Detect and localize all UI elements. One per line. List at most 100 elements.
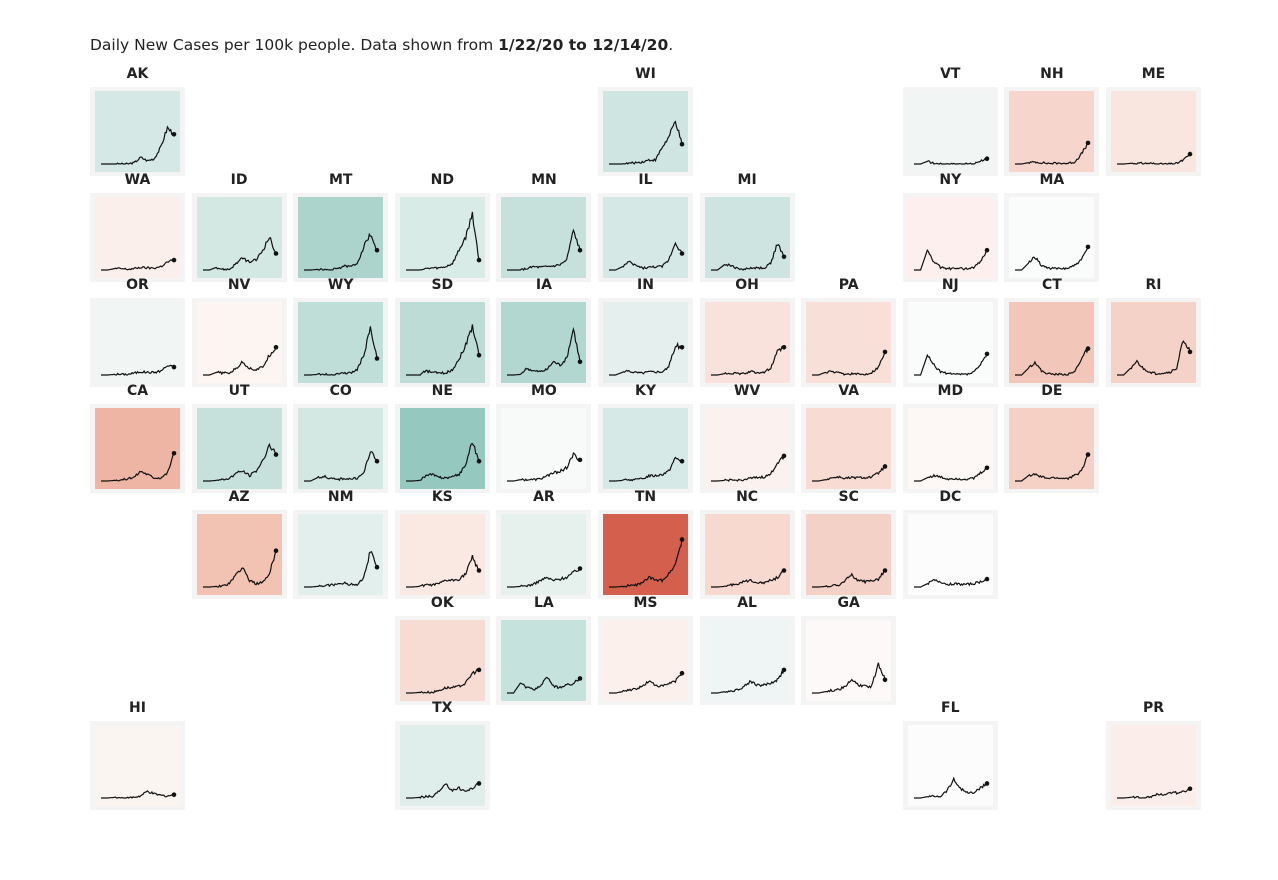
state-label: OK [430, 594, 454, 611]
state-label: MA [1039, 171, 1065, 188]
state-label: MI [737, 171, 757, 188]
case-line [405, 211, 480, 271]
case-line [913, 578, 987, 588]
state-sparkline-panel [90, 404, 185, 494]
case-line [507, 327, 581, 376]
state-sparkline-panel [293, 298, 389, 388]
state-sparkline-panel [1004, 87, 1100, 176]
state-label: DC [939, 488, 962, 505]
latest-point-marker [1086, 452, 1091, 457]
state-tile-in: IN [598, 277, 693, 388]
state-label: KS [431, 488, 453, 505]
latest-point-marker [273, 548, 278, 553]
state-sparkline-panel [1106, 87, 1201, 176]
state-tile-wa: WA [90, 172, 185, 282]
latest-point-marker [781, 345, 786, 350]
state-tile-pr: PR [1106, 700, 1201, 811]
state-label: NY [939, 171, 962, 188]
latest-point-marker [679, 670, 685, 675]
state-tile-ny: NY [902, 172, 998, 282]
state-sparkline-panel [1004, 298, 1100, 388]
case-line [405, 783, 479, 800]
state-tile-ri: RI [1106, 277, 1201, 388]
state-sparkline-panel [293, 509, 389, 599]
case-line [812, 662, 886, 694]
case-line [101, 259, 175, 271]
state-tile-pa: PA [801, 277, 897, 388]
latest-point-marker [984, 781, 990, 786]
state-sparkline-panel [902, 509, 998, 599]
state-sparkline-panel [902, 721, 998, 811]
case-line [101, 365, 175, 377]
state-label: HI [129, 700, 146, 717]
latest-point-marker [984, 465, 990, 471]
state-tile-or: OR [90, 277, 185, 388]
state-color-fill [1111, 302, 1196, 384]
state-tile-dc: DC [902, 489, 998, 599]
state-sparkline-panel [191, 192, 287, 282]
state-label: NC [736, 488, 759, 505]
state-label: ME [1141, 66, 1166, 82]
state-sparkline-panel [598, 298, 693, 388]
state-tile-va: VA [801, 383, 897, 494]
state-tile-wy: WY [293, 277, 389, 388]
latest-point-marker [171, 257, 177, 263]
latest-point-marker [578, 247, 583, 253]
state-color-fill [298, 196, 384, 278]
state-label: GA [837, 594, 860, 611]
state-sparkline-panel [496, 615, 592, 705]
state-sparkline-panel [902, 404, 998, 494]
state-label: WA [124, 171, 151, 188]
state-color-fill [501, 302, 587, 384]
state-sparkline-panel [598, 615, 693, 705]
state-label: ID [230, 171, 248, 188]
state-sparkline-panel [699, 298, 795, 388]
state-label: IN [637, 277, 654, 294]
state-color-fill [907, 408, 993, 490]
latest-point-marker [374, 247, 380, 253]
state-color-fill [196, 196, 282, 278]
case-line [609, 672, 683, 694]
state-label: IL [638, 171, 653, 188]
state-color-fill [399, 513, 485, 595]
state-color-fill [95, 302, 180, 384]
state-sparkline-panel [293, 404, 389, 494]
state-color-fill [907, 725, 993, 807]
state-label: PR [1142, 700, 1165, 717]
latest-point-marker [984, 576, 990, 582]
state-label: TX [432, 700, 453, 717]
case-line [812, 569, 886, 588]
latest-point-marker [679, 141, 685, 147]
state-label: OH [735, 277, 759, 294]
latest-point-marker [374, 458, 380, 464]
state-color-fill [1009, 196, 1095, 278]
state-color-fill [399, 619, 485, 701]
state-sparkline-panel [90, 87, 185, 176]
latest-point-marker [984, 247, 990, 253]
state-tile-mn: MN [496, 172, 592, 282]
case-line [507, 676, 581, 694]
state-sparkline-panel [90, 298, 185, 388]
state-sparkline-panel [394, 192, 490, 282]
case-line [507, 567, 581, 588]
state-color-fill [603, 91, 688, 172]
state-label: NH [1040, 66, 1064, 82]
latest-point-marker [171, 132, 177, 137]
state-sparkline-panel [598, 509, 693, 599]
state-color-fill [907, 513, 993, 595]
state-tile-ga: GA [801, 595, 897, 705]
state-sparkline-panel [191, 298, 287, 388]
state-label: MT [328, 171, 353, 188]
case-line [1015, 348, 1089, 377]
latest-point-marker [476, 567, 482, 573]
state-tile-ia: IA [496, 277, 592, 388]
case-line [507, 228, 581, 271]
state-color-fill [704, 619, 790, 701]
state-color-fill [907, 302, 993, 384]
case-line [405, 554, 480, 588]
state-tile-tn: TN [598, 489, 693, 599]
state-color-fill [603, 513, 688, 595]
state-label: AR [533, 488, 555, 505]
state-color-fill [298, 302, 384, 384]
state-sparkline-panel [699, 509, 795, 599]
